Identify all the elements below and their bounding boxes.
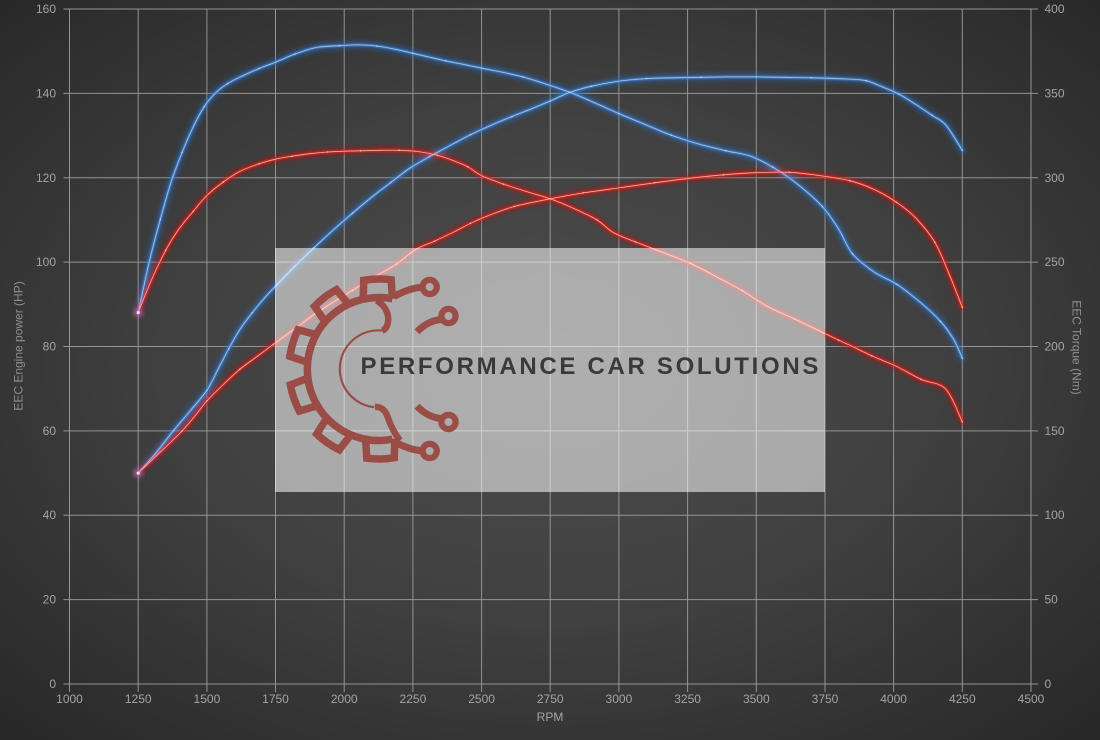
svg-text:120: 120: [36, 171, 56, 185]
svg-text:4250: 4250: [949, 692, 976, 706]
svg-text:EEC Engine power (HP): EEC Engine power (HP): [12, 281, 26, 410]
svg-text:1000: 1000: [56, 692, 83, 706]
svg-text:400: 400: [1045, 2, 1065, 16]
svg-text:300: 300: [1045, 171, 1065, 185]
svg-text:2000: 2000: [331, 692, 358, 706]
svg-text:200: 200: [1045, 340, 1065, 354]
svg-text:2750: 2750: [537, 692, 564, 706]
svg-text:0: 0: [1045, 677, 1052, 691]
svg-text:60: 60: [43, 424, 57, 438]
svg-text:350: 350: [1045, 86, 1065, 100]
svg-text:50: 50: [1045, 593, 1059, 607]
svg-text:EEC Torque (Nm): EEC Torque (Nm): [1070, 300, 1084, 394]
svg-text:3250: 3250: [674, 692, 701, 706]
svg-text:4000: 4000: [880, 692, 907, 706]
svg-text:1500: 1500: [194, 692, 221, 706]
svg-text:80: 80: [43, 340, 57, 354]
svg-text:150: 150: [1045, 424, 1065, 438]
svg-text:2500: 2500: [468, 692, 495, 706]
svg-text:3500: 3500: [743, 692, 770, 706]
svg-text:3000: 3000: [606, 692, 633, 706]
svg-text:100: 100: [36, 255, 56, 269]
svg-text:40: 40: [43, 508, 57, 522]
svg-text:20: 20: [43, 593, 57, 607]
svg-text:160: 160: [36, 2, 56, 16]
svg-text:4500: 4500: [1018, 692, 1045, 706]
svg-text:140: 140: [36, 86, 56, 100]
svg-text:250: 250: [1045, 255, 1065, 269]
svg-text:PERFORMANCE CAR SOLUTIONS: PERFORMANCE CAR SOLUTIONS: [361, 353, 822, 380]
svg-text:100: 100: [1045, 508, 1065, 522]
svg-text:1250: 1250: [125, 692, 152, 706]
svg-text:0: 0: [49, 677, 56, 691]
svg-text:3750: 3750: [812, 692, 839, 706]
svg-text:2250: 2250: [400, 692, 427, 706]
svg-text:RPM: RPM: [537, 710, 564, 724]
svg-text:1750: 1750: [262, 692, 289, 706]
